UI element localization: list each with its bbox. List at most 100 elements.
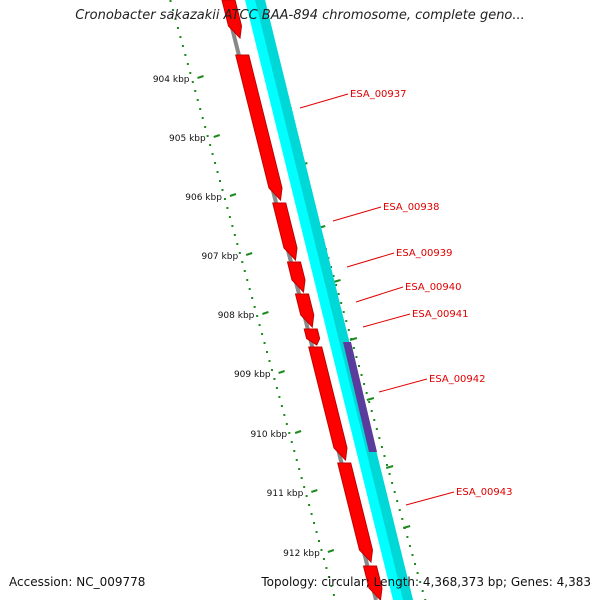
minor-tick-dot (360, 374, 363, 376)
map-title: Cronobacter sakazakii ATCC BAA-894 chrom… (75, 8, 525, 23)
minor-tick-dot (396, 500, 399, 502)
minor-tick-dot (330, 585, 333, 587)
major-tick (294, 430, 302, 434)
kbp-label: 904 kbp (153, 75, 190, 85)
minor-tick-dot (268, 360, 271, 362)
minor-tick-dot (201, 117, 204, 119)
minor-tick-dot (295, 459, 298, 461)
kbp-label: 909 kbp (234, 370, 271, 380)
minor-tick-dot (261, 333, 264, 335)
minor-tick-dot (219, 180, 221, 182)
cds-arrow (235, 54, 283, 202)
kbp-label: 910 kbp (250, 430, 287, 440)
kbp-label: 907 kbp (201, 252, 238, 262)
cds-arrow (272, 202, 298, 262)
minor-tick-dot (273, 378, 276, 380)
minor-tick-dot (421, 590, 424, 592)
gene-leader-line (378, 378, 428, 393)
minor-tick-dot (263, 342, 266, 344)
minor-tick-dot (329, 266, 332, 268)
minor-tick-dot (313, 522, 316, 524)
highlight-segment (343, 342, 377, 452)
minor-tick-dot (181, 45, 184, 47)
cds-arrow (286, 261, 306, 294)
minor-tick-dot (406, 536, 409, 538)
gene-label: ESA_00941 (412, 309, 469, 320)
minor-tick-dot (337, 293, 340, 295)
minor-tick-dot (411, 554, 414, 556)
minor-tick-dot (391, 482, 394, 484)
cds-arrow (294, 293, 315, 329)
minor-tick-dot (305, 495, 308, 497)
gene-leader-line (362, 313, 411, 328)
minor-tick-dot (174, 18, 177, 20)
minor-tick-dot (246, 279, 249, 281)
minor-tick-dot (327, 576, 330, 578)
minor-tick-dot (171, 9, 174, 11)
minor-tick-dot (214, 162, 217, 164)
minor-tick-dot (228, 216, 231, 218)
minor-tick-dot (332, 275, 335, 277)
minor-tick-dot (206, 135, 209, 137)
minor-tick-dot (378, 437, 381, 439)
minor-tick-dot (186, 63, 189, 65)
minor-tick-dot (401, 518, 404, 520)
outer-major-tick (402, 525, 411, 529)
gene-leader-line (355, 286, 404, 303)
minor-tick-dot (241, 261, 244, 263)
minor-tick-dot (398, 509, 401, 511)
minor-tick-dot (368, 401, 371, 403)
outer-major-tick (349, 337, 358, 341)
minor-tick-dot (298, 468, 301, 470)
kbp-label: 908 kbp (218, 311, 255, 321)
gene-leader-line (299, 93, 349, 109)
minor-tick-dot (233, 234, 236, 236)
minor-tick-dot (226, 207, 229, 209)
minor-tick-dot (211, 153, 214, 155)
gene-label: ESA_00943 (456, 487, 513, 498)
minor-tick-dot (416, 572, 419, 574)
minor-tick-dot (216, 171, 219, 173)
minor-tick-dot (251, 297, 254, 299)
minor-tick-dot (332, 594, 335, 596)
topology-label: Topology: circular; Length: 4,368,373 bp… (261, 575, 591, 589)
minor-tick-dot (383, 455, 386, 457)
minor-tick-dot (315, 531, 318, 533)
gene-leader-line (346, 252, 395, 268)
kbp-label: 906 kbp (185, 193, 222, 203)
major-tick (229, 193, 237, 197)
minor-tick-dot (209, 144, 212, 146)
minor-tick-dot (236, 243, 239, 245)
gene-label: ESA_00942 (429, 374, 486, 385)
minor-tick-dot (176, 27, 179, 29)
minor-tick-dot (303, 486, 306, 488)
major-tick (262, 311, 269, 315)
minor-tick-dot (179, 36, 182, 38)
minor-tick-dot (342, 311, 345, 313)
minor-tick-dot (221, 189, 224, 191)
major-tick (197, 75, 204, 79)
minor-tick-dot (365, 392, 368, 394)
cds-arrow (362, 565, 383, 600)
minor-tick-dot (363, 383, 366, 385)
minor-tick-dot (357, 365, 360, 367)
minor-tick-dot (266, 351, 269, 353)
minor-tick-dot (283, 414, 286, 416)
cds-arrow (303, 328, 321, 346)
minor-tick-dot (375, 428, 378, 430)
minor-tick-dot (320, 549, 323, 551)
gene-leader-line (405, 491, 455, 506)
minor-tick-dot (199, 108, 202, 110)
minor-tick-dot (388, 473, 391, 475)
minor-tick-dot (290, 441, 293, 443)
gene-label: ESA_00939 (396, 248, 453, 259)
minor-tick-dot (386, 464, 389, 466)
minor-tick-dot (184, 54, 187, 56)
kbp-label: 905 kbp (169, 134, 206, 144)
minor-tick-dot (191, 81, 194, 83)
minor-tick-dot (318, 540, 320, 542)
minor-tick-dot (414, 563, 417, 565)
major-tick (213, 134, 221, 138)
minor-tick-dot (373, 419, 376, 421)
